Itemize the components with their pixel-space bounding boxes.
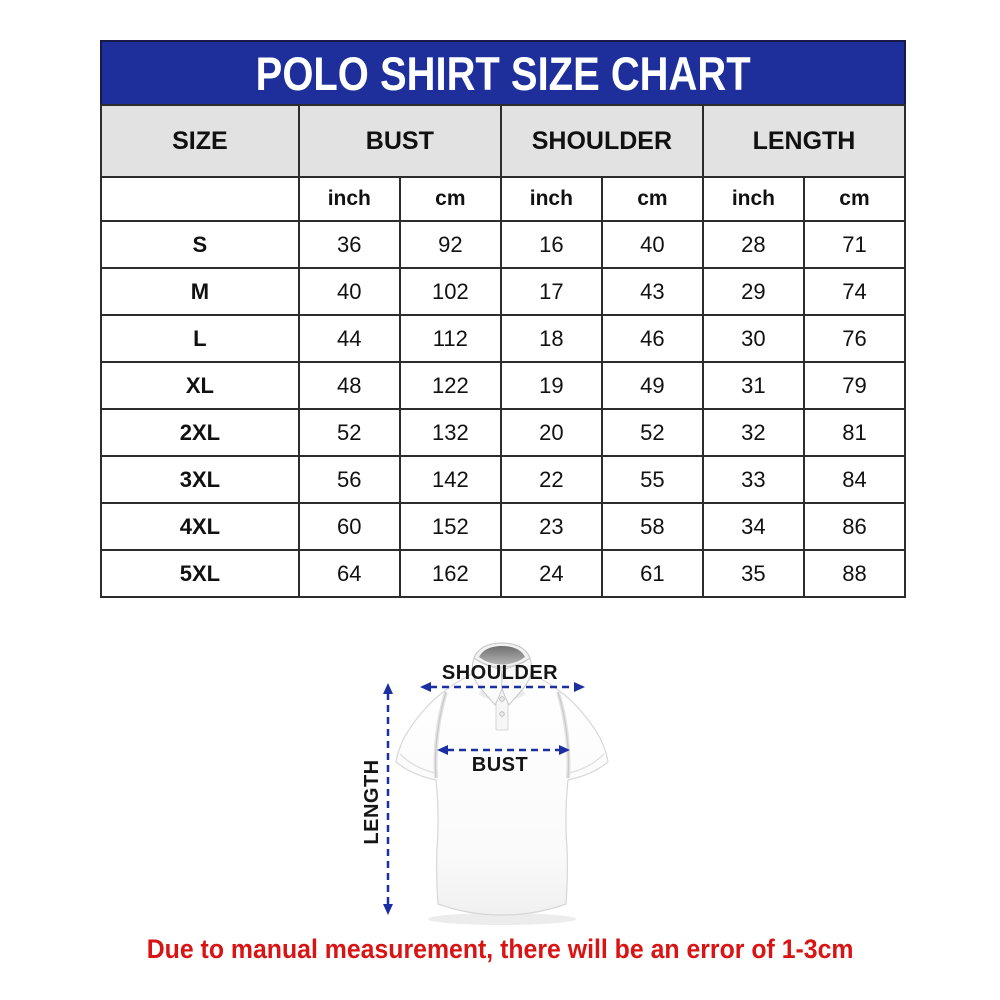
- chart-title: POLO SHIRT SIZE CHART: [255, 46, 751, 100]
- value-cell: 31: [701, 361, 805, 410]
- value-cell: 32: [701, 408, 805, 457]
- unit-header-length-inch: inch: [701, 176, 805, 222]
- value-cell: 152: [398, 502, 502, 551]
- value-cell: 122: [398, 361, 502, 410]
- size-label: XL: [100, 361, 300, 410]
- value-cell: 64: [297, 549, 401, 598]
- measurement-diagram: SHOULDER BUST LENGTH: [350, 638, 670, 940]
- value-cell: 16: [499, 220, 603, 269]
- table-row: 4XL 60 152 23 58 34 86: [100, 502, 907, 551]
- length-label: LENGTH: [361, 759, 383, 845]
- value-cell: 112: [398, 314, 502, 363]
- unit-header-row: inch cm inch cm inch cm: [100, 176, 907, 222]
- value-cell: 102: [398, 267, 502, 316]
- empty-cell: [100, 176, 300, 222]
- value-cell: 43: [600, 267, 704, 316]
- value-cell: 19: [499, 361, 603, 410]
- value-cell: 81: [802, 408, 907, 457]
- value-cell: 162: [398, 549, 502, 598]
- value-cell: 86: [802, 502, 907, 551]
- value-cell: 24: [499, 549, 603, 598]
- table-row: S 36 92 16 40 28 71: [100, 220, 907, 269]
- table-row: 3XL 56 142 22 55 33 84: [100, 455, 907, 504]
- value-cell: 49: [600, 361, 704, 410]
- size-label: 5XL: [100, 549, 300, 598]
- chart-title-bar: POLO SHIRT SIZE CHART: [100, 40, 906, 104]
- table-header-row: SIZE BUST SHOULDER LENGTH: [100, 104, 907, 178]
- value-cell: 33: [701, 455, 805, 504]
- value-cell: 36: [297, 220, 401, 269]
- measurement-note: Due to manual measurement, there will be…: [0, 934, 1000, 965]
- table-row: 5XL 64 162 24 61 35 88: [100, 549, 907, 598]
- value-cell: 22: [499, 455, 603, 504]
- value-cell: 18: [499, 314, 603, 363]
- table-row: 2XL 52 132 20 52 32 81: [100, 408, 907, 457]
- value-cell: 52: [600, 408, 704, 457]
- column-header-bust: BUST: [297, 104, 502, 178]
- value-cell: 79: [802, 361, 907, 410]
- value-cell: 48: [297, 361, 401, 410]
- unit-header-shoulder-inch: inch: [499, 176, 603, 222]
- shoulder-arrow: [420, 682, 585, 692]
- table-row: L 44 112 18 46 30 76: [100, 314, 907, 363]
- value-cell: 61: [600, 549, 704, 598]
- shoulder-label: SHOULDER: [441, 662, 559, 684]
- size-chart-panel: POLO SHIRT SIZE CHART SIZE BUST SHOULDER…: [100, 40, 907, 598]
- length-arrow: [383, 683, 393, 915]
- value-cell: 60: [297, 502, 401, 551]
- value-cell: 46: [600, 314, 704, 363]
- size-label: M: [100, 267, 300, 316]
- table-row: M 40 102 17 43 29 74: [100, 267, 907, 316]
- column-header-shoulder: SHOULDER: [499, 104, 704, 178]
- value-cell: 142: [398, 455, 502, 504]
- value-cell: 74: [802, 267, 907, 316]
- value-cell: 58: [600, 502, 704, 551]
- value-cell: 34: [701, 502, 805, 551]
- value-cell: 35: [701, 549, 805, 598]
- value-cell: 84: [802, 455, 907, 504]
- value-cell: 52: [297, 408, 401, 457]
- size-label: 3XL: [100, 455, 300, 504]
- value-cell: 56: [297, 455, 401, 504]
- polo-shirt-illustration: [383, 642, 609, 925]
- size-label: 2XL: [100, 408, 300, 457]
- value-cell: 23: [499, 502, 603, 551]
- unit-header-bust-inch: inch: [297, 176, 401, 222]
- value-cell: 40: [297, 267, 401, 316]
- measurement-note-text: Due to manual measurement, there will be…: [146, 934, 854, 964]
- bust-arrow: [437, 745, 570, 755]
- column-header-size: SIZE: [100, 104, 300, 178]
- value-cell: 92: [398, 220, 502, 269]
- table-row: XL 48 122 19 49 31 79: [100, 361, 907, 410]
- size-label: L: [100, 314, 300, 363]
- value-cell: 88: [802, 549, 907, 598]
- size-table: SIZE BUST SHOULDER LENGTH inch cm inch c…: [100, 104, 907, 598]
- column-header-length: LENGTH: [701, 104, 907, 178]
- size-label: 4XL: [100, 502, 300, 551]
- size-label: S: [100, 220, 300, 269]
- value-cell: 44: [297, 314, 401, 363]
- value-cell: 28: [701, 220, 805, 269]
- unit-header-shoulder-cm: cm: [600, 176, 704, 222]
- value-cell: 20: [499, 408, 603, 457]
- value-cell: 29: [701, 267, 805, 316]
- value-cell: 30: [701, 314, 805, 363]
- value-cell: 55: [600, 455, 704, 504]
- value-cell: 71: [802, 220, 907, 269]
- unit-header-bust-cm: cm: [398, 176, 502, 222]
- value-cell: 17: [499, 267, 603, 316]
- value-cell: 132: [398, 408, 502, 457]
- bust-label: BUST: [471, 754, 529, 776]
- value-cell: 40: [600, 220, 704, 269]
- value-cell: 76: [802, 314, 907, 363]
- unit-header-length-cm: cm: [802, 176, 907, 222]
